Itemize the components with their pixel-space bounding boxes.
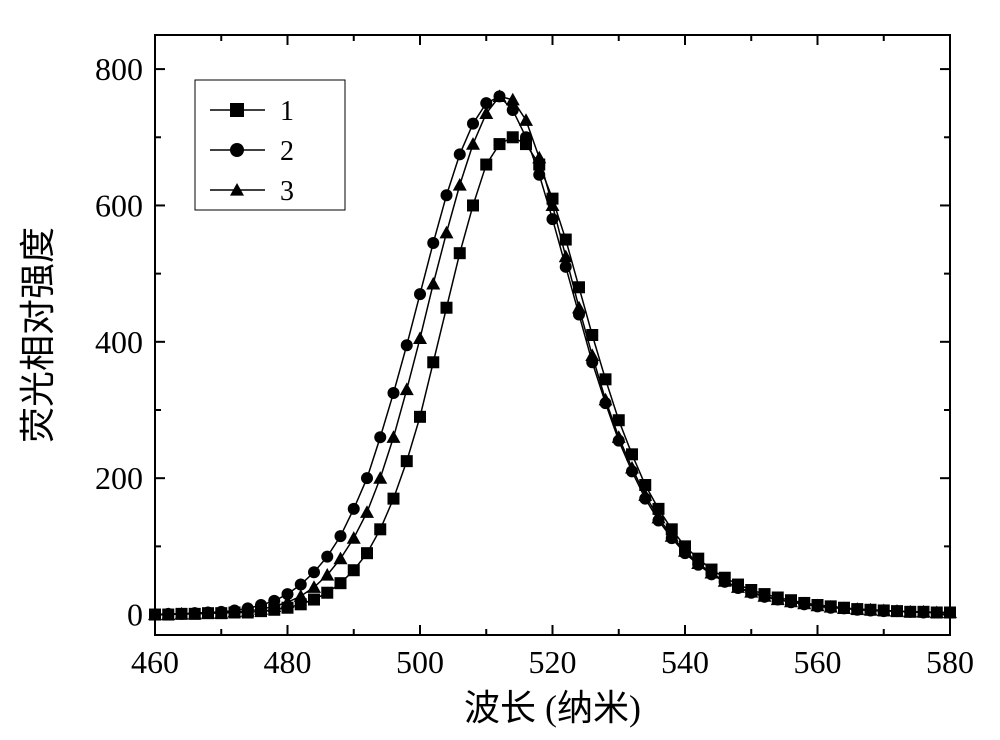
- legend-label: 3: [280, 176, 294, 207]
- x-axis-title: 波长 (纳米): [464, 688, 641, 728]
- x-tick-label: 580: [926, 644, 974, 680]
- x-tick-label: 520: [529, 644, 577, 680]
- legend-label: 2: [280, 136, 294, 167]
- plot-frame: [155, 35, 950, 635]
- chart-svg: 460 480 500 520 540 560 580 0 200 400 600 800 波长 (纳米…: [0, 0, 1000, 740]
- legend-label: 1: [280, 96, 294, 127]
- x-tick-label: 480: [264, 644, 312, 680]
- y-tick-label: 0: [127, 597, 143, 633]
- series-3: [148, 89, 957, 620]
- spectra-chart: 460 480 500 520 540 560 580 0 200 400 600 800 波长 (纳米…: [0, 0, 1000, 740]
- y-tick-label: 600: [95, 187, 143, 223]
- y-tick-label: 200: [95, 460, 143, 496]
- series-2: [149, 90, 956, 620]
- y-axis-title: 荧光相对强度: [18, 227, 58, 443]
- legend: 1 2 3: [195, 80, 345, 210]
- x-tick-label: 540: [661, 644, 709, 680]
- y-tick-label: 800: [95, 51, 143, 87]
- x-tick-label: 500: [396, 644, 444, 680]
- x-tick-label: 560: [794, 644, 842, 680]
- y-tick-label: 400: [95, 324, 143, 360]
- x-tick-label: 460: [131, 644, 179, 680]
